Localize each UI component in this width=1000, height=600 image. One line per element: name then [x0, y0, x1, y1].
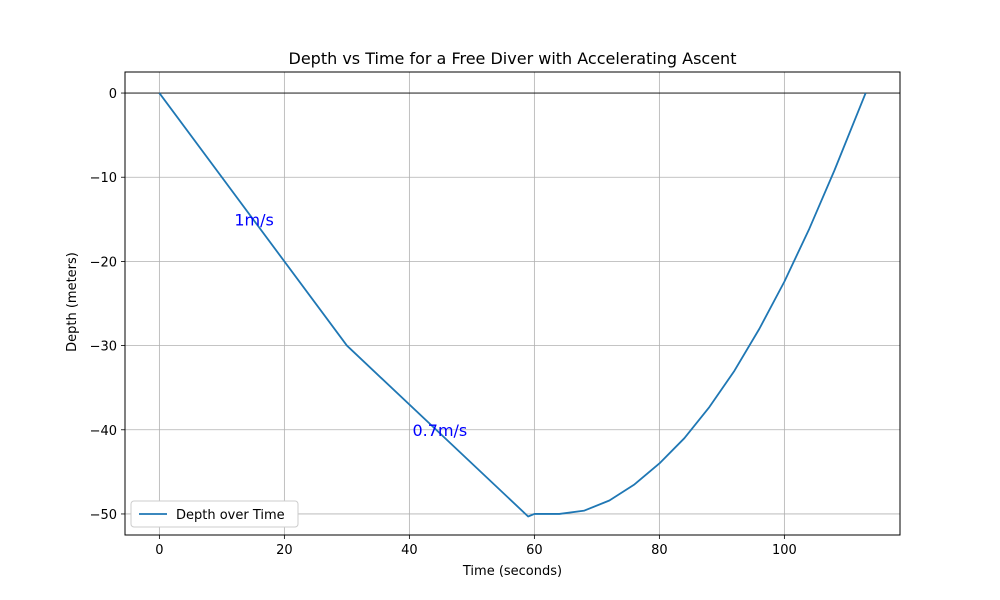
x-tick-label: 20	[276, 543, 293, 558]
legend-box	[130, 500, 299, 528]
y-tick-label: −20	[90, 255, 117, 270]
legend: Depth over Time	[130, 500, 299, 528]
grid	[125, 72, 900, 535]
ticks: 0 20 40 60 80 100 0 −10 −20 −30 −40 −50	[90, 87, 797, 558]
chart-title: Depth vs Time for a Free Diver with Acce…	[289, 49, 737, 68]
x-tick-label: 0	[155, 543, 163, 558]
y-tick-label: −10	[90, 171, 117, 186]
x-tick-label: 60	[526, 543, 543, 558]
annotation-label: 0.7m/s	[413, 421, 468, 440]
x-tick-label: 100	[772, 543, 797, 558]
y-tick-label: −30	[90, 340, 117, 355]
x-axis-label: Time (seconds)	[462, 564, 562, 579]
x-tick-label: 80	[651, 543, 668, 558]
legend-label-depth-over-time: Depth over Time	[176, 508, 285, 523]
x-tick-label: 40	[401, 543, 418, 558]
series-line-depth-over-time	[158, 92, 867, 518]
annotation-label: 1m/s	[234, 210, 274, 229]
plot-area	[124, 71, 901, 536]
y-tick-label: −50	[90, 508, 117, 523]
series-layer	[158, 92, 867, 518]
y-tick-label: 0	[109, 87, 117, 102]
y-tick-label: −40	[90, 424, 117, 439]
y-axis-label: Depth (meters)	[65, 252, 80, 352]
annotation-layer: 1m/s 0.7m/s	[234, 210, 467, 439]
